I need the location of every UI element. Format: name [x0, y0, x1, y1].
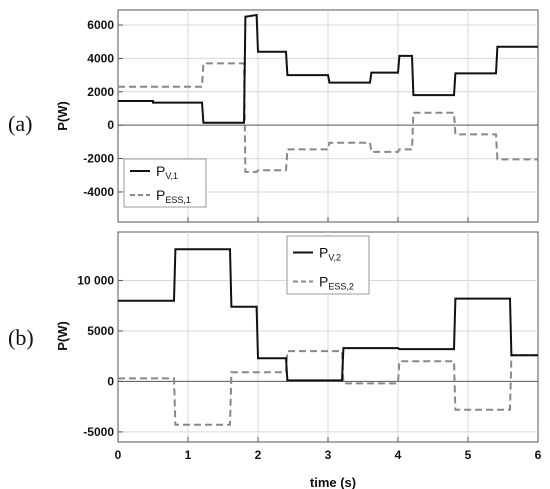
- series-a: [118, 13, 538, 173]
- legend-label-main-b-0: P: [319, 245, 328, 261]
- legend-label-sub-b-0: V,2: [328, 253, 341, 263]
- x-tick-label-5: 5: [465, 448, 472, 462]
- y-ticks-b: -5000 0 5000 10 000: [77, 273, 123, 439]
- y-axis-label-b: P(W): [55, 321, 70, 351]
- legend-box-b: [286, 235, 370, 295]
- legend-label-main-a-1: P: [156, 187, 165, 203]
- legend-label-sub-a-1: ESS,1: [165, 195, 191, 205]
- series-line-b-1: [118, 350, 538, 426]
- series-line-a-0: [118, 13, 538, 124]
- series-line-b-0: [118, 248, 538, 382]
- legend-label-a-0: PV,1: [156, 163, 178, 181]
- y-tick-label-b-0: -5000: [83, 425, 114, 439]
- y-ticks-a: -4000 -2000 0 2000 4000 6000: [83, 18, 123, 199]
- y-tick-label-b-1: 0: [107, 374, 114, 388]
- y-tick-label-a-3: 2000: [87, 85, 114, 99]
- legend-label-sub-b-1: ESS,2: [328, 282, 354, 292]
- y-tick-label-b-2: 5000: [87, 324, 114, 338]
- y-axis-label-a: P(W): [55, 101, 70, 131]
- series-b: [118, 248, 538, 426]
- legend-label-b-0: PV,2: [319, 245, 341, 263]
- x-ticks-b: 0 1 2 3 4 5 6: [115, 448, 542, 462]
- x-tick-label-0: 0: [115, 448, 122, 462]
- y-tick-label-a-0: -4000: [83, 185, 114, 199]
- legend-box-a: [123, 158, 207, 208]
- y-tick-label-a-4: 4000: [87, 51, 114, 65]
- x-tick-label-1: 1: [185, 448, 192, 462]
- panel-label-b: (b): [8, 325, 34, 350]
- y-tick-label-a-2: 0: [107, 118, 114, 132]
- x-tick-label-2: 2: [255, 448, 262, 462]
- legend-label-a-1: PESS,1: [156, 187, 191, 205]
- y-tick-label-a-5: 6000: [87, 18, 114, 32]
- legend-label-sub-a-0: V,1: [165, 171, 178, 181]
- x-tick-label-3: 3: [325, 448, 332, 462]
- x-axis-label: time (s): [310, 475, 356, 489]
- y-tick-label-b-3: 10 000: [77, 273, 114, 287]
- legend-label-b-1: PESS,2: [319, 274, 354, 292]
- x-tick-label-4: 4: [395, 448, 402, 462]
- y-tick-label-a-1: -2000: [83, 152, 114, 166]
- x-tick-label-6: 6: [535, 448, 542, 462]
- legend-label-main-a-0: P: [156, 163, 165, 179]
- panel-label-a: (a): [8, 111, 32, 136]
- legend-label-main-b-1: P: [319, 274, 328, 290]
